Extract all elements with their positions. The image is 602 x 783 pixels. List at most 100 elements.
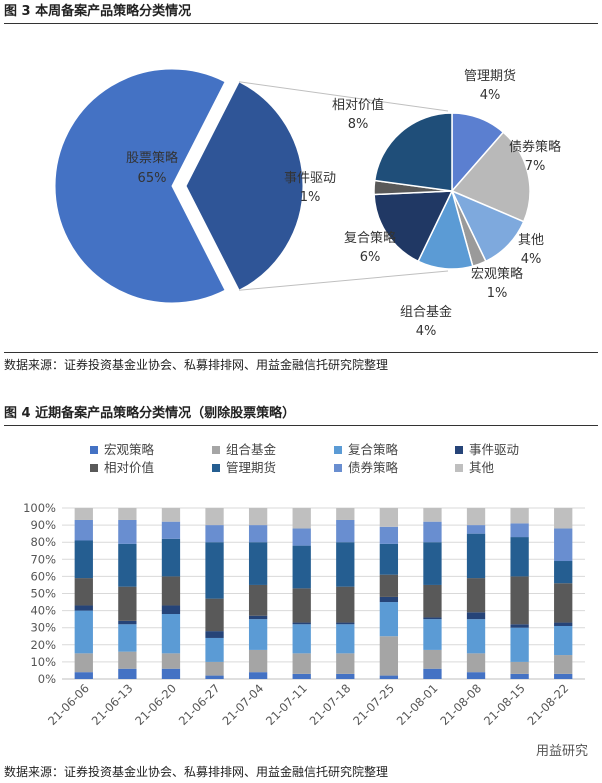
connector-line-bottom — [239, 270, 449, 291]
secondary-value-7: 8% — [348, 117, 369, 132]
bar-segment-5-7 — [292, 508, 311, 529]
bar-segment-5-3 — [292, 622, 311, 625]
bar-segment-7-2 — [379, 602, 399, 637]
secondary-label-2: 其他 — [518, 233, 544, 248]
bar-segment-6-4 — [336, 586, 355, 623]
bar-segment-10-3 — [510, 624, 529, 628]
legend-label-7: 其他 — [469, 460, 495, 475]
bar-segment-9-2 — [466, 619, 486, 654]
bar-segment-4-2 — [248, 619, 268, 650]
watermark: 用益研究 — [535, 744, 588, 759]
bar-segment-5-0 — [292, 673, 311, 679]
bar-segment-2-5 — [161, 538, 181, 577]
bar-segment-5-6 — [292, 528, 311, 546]
bar-segment-4-6 — [248, 525, 268, 543]
secondary-slice-5 — [373, 190, 454, 263]
bar-segment-1-2 — [118, 624, 137, 652]
bar-segment-3-4 — [205, 598, 224, 632]
bar-segment-7-7 — [379, 508, 399, 527]
secondary-value-6: 1% — [300, 190, 321, 205]
bar-segment-10-5 — [510, 537, 529, 577]
pie-of-pie-chart: 股票策略65%管理期货4%债券策略7%其他4%宏观策略1%组合基金4%复合策略6… — [54, 68, 561, 339]
bar-segment-8-0 — [423, 668, 442, 679]
figure3-title: 图 3 本周备案产品策略分类情况 — [4, 2, 598, 24]
bar-segment-3-6 — [205, 525, 224, 543]
x-tick-0: 21-06-06 — [45, 681, 92, 728]
figure4-source: 数据来源：证券投资基金业协会、私募排排网、用益金融信托研究院整理 — [4, 765, 389, 779]
connector-line-top — [239, 81, 449, 112]
bar-segment-10-0 — [510, 673, 529, 679]
secondary-label-0: 管理期货 — [464, 68, 516, 84]
bar-segment-0-3 — [74, 605, 93, 611]
figure3-source: 数据来源：证券投资基金业协会、私募排排网、用益金融信托研究院整理 — [4, 352, 598, 374]
bar-segment-5-1 — [292, 653, 311, 674]
x-tick-9: 21-08-08 — [437, 681, 484, 728]
bar-segment-9-1 — [466, 653, 486, 673]
bar-segment-6-5 — [336, 542, 355, 587]
bar-segment-2-7 — [161, 508, 181, 522]
bar-segment-10-6 — [510, 523, 529, 538]
bar-segment-1-7 — [118, 508, 137, 520]
bar-segment-2-6 — [161, 521, 181, 539]
bar-segment-10-4 — [510, 576, 529, 625]
pie-value-stock: 65% — [138, 171, 167, 186]
bar-segment-8-4 — [423, 584, 442, 618]
bar-segment-3-1 — [205, 661, 224, 676]
pie-slice-stock — [54, 68, 226, 304]
x-tick-8: 21-08-01 — [394, 681, 441, 728]
bar-segment-1-3 — [118, 620, 137, 625]
bar-segment-7-6 — [379, 526, 399, 544]
bar-segment-4-3 — [248, 615, 268, 620]
bar-segment-8-3 — [423, 617, 442, 620]
y-tick-0: 0% — [38, 672, 56, 686]
legend-label-5: 管理期货 — [226, 460, 276, 475]
secondary-value-4: 4% — [416, 324, 437, 339]
bar-segment-7-1 — [379, 636, 399, 676]
secondary-label-5: 复合策略 — [344, 230, 396, 246]
bar-segment-3-3 — [205, 631, 224, 638]
bar-segment-11-0 — [554, 673, 573, 679]
bar-segment-9-6 — [466, 525, 486, 534]
y-tick-1: 10% — [30, 655, 56, 669]
bar-segment-10-7 — [510, 508, 529, 524]
bar-segment-5-5 — [292, 545, 311, 589]
y-tick-4: 40% — [30, 604, 56, 618]
legend-swatch-1 — [212, 446, 220, 454]
bar-segment-0-4 — [74, 578, 93, 606]
legend-swatch-5 — [212, 464, 220, 472]
bar-segment-7-3 — [379, 596, 399, 603]
secondary-value-2: 4% — [521, 252, 542, 267]
x-tick-1: 21-06-13 — [89, 681, 136, 728]
bar-segment-1-6 — [118, 519, 137, 544]
pie-slice-other — [185, 81, 304, 291]
y-tick-9: 90% — [30, 518, 56, 532]
bar-segment-0-1 — [74, 653, 93, 673]
bar-segment-5-4 — [292, 588, 311, 623]
bar-segment-2-4 — [161, 576, 181, 606]
bar-segment-1-5 — [118, 543, 137, 587]
bar-segment-2-2 — [161, 614, 181, 654]
bar-segment-2-3 — [161, 605, 181, 615]
bar-segment-6-3 — [336, 622, 355, 625]
secondary-value-3: 1% — [487, 286, 508, 301]
bar-segment-9-3 — [466, 612, 486, 620]
bar-segment-1-1 — [118, 651, 137, 669]
bar-segment-8-1 — [423, 649, 442, 669]
secondary-value-0: 4% — [480, 88, 501, 103]
bar-segment-7-5 — [379, 543, 399, 575]
bar-segment-2-0 — [161, 668, 181, 679]
y-tick-7: 70% — [30, 552, 56, 566]
bar-segment-11-7 — [554, 508, 573, 529]
bar-segment-3-5 — [205, 542, 224, 599]
bar-segment-9-4 — [466, 578, 486, 613]
x-tick-10: 21-08-15 — [481, 681, 528, 728]
bar-segment-5-2 — [292, 624, 311, 654]
legend-label-6: 债券策略 — [348, 460, 399, 475]
bar-segment-6-0 — [336, 673, 355, 679]
bar-segment-11-2 — [554, 625, 573, 656]
secondary-label-3: 宏观策略 — [471, 266, 523, 282]
secondary-value-1: 7% — [525, 159, 546, 174]
bar-segment-8-6 — [423, 521, 442, 543]
legend-label-1: 组合基金 — [226, 442, 277, 457]
